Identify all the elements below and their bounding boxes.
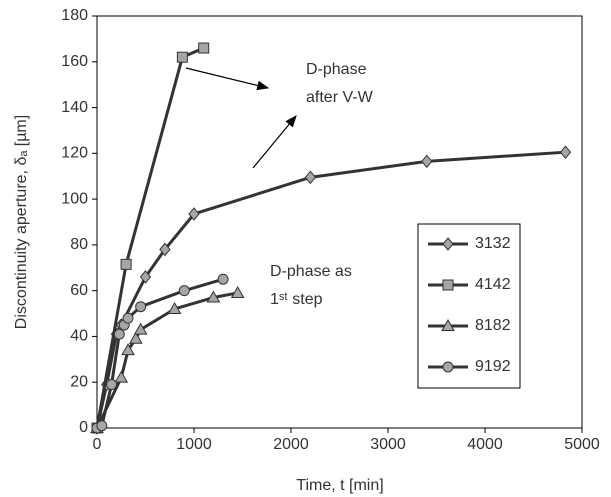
- marker: [139, 270, 152, 284]
- marker: [206, 290, 221, 303]
- legend-box: [417, 223, 521, 389]
- x-tick-label: 2000: [273, 436, 309, 453]
- y-tick-label: 20: [70, 373, 88, 390]
- arrow: [185, 67, 270, 91]
- marker: [114, 370, 129, 383]
- legend-marker: [442, 237, 454, 251]
- marker: [133, 322, 148, 335]
- y-axis-label: Discontinuity aperture, δₐ [µm]: [13, 115, 30, 329]
- y-tick-label: 0: [79, 419, 88, 436]
- y-tick-label: 160: [61, 53, 88, 70]
- marker: [304, 170, 317, 185]
- x-tick-label: 5000: [564, 436, 600, 453]
- legend-marker: [442, 279, 454, 291]
- annotation: after V-W: [306, 89, 374, 106]
- x-tick-label: 1000: [176, 436, 212, 453]
- legend-label: 8182: [475, 317, 511, 334]
- x-tick-label: 0: [93, 436, 102, 453]
- x-tick-label: 4000: [467, 436, 503, 453]
- series-line: [95, 150, 566, 429]
- x-axis-label: Time, t [min]: [296, 477, 383, 494]
- marker: [120, 258, 132, 270]
- y-tick-label: 40: [70, 328, 88, 345]
- legend-marker: [441, 318, 455, 331]
- marker: [128, 331, 143, 344]
- marker: [230, 285, 245, 298]
- legend-label: 3132: [475, 235, 511, 252]
- plot-frame: [96, 15, 583, 429]
- marker: [178, 285, 190, 297]
- series-line: [95, 46, 205, 429]
- marker: [217, 273, 229, 285]
- marker: [559, 145, 572, 159]
- arrow: [252, 115, 297, 169]
- marker: [122, 312, 134, 324]
- marker: [159, 242, 171, 257]
- y-tick-label: 80: [70, 236, 88, 253]
- marker: [176, 51, 188, 63]
- legend-label: 4142: [475, 276, 511, 293]
- annotation: 1ˢᵗ step: [270, 291, 323, 308]
- y-tick-label: 180: [61, 7, 88, 24]
- legend-marker: [442, 361, 454, 373]
- y-tick-label: 100: [61, 190, 88, 207]
- y-tick-label: 120: [61, 145, 88, 162]
- marker: [113, 328, 125, 340]
- marker: [135, 301, 147, 313]
- annotation: D-phase as: [270, 263, 352, 280]
- y-tick-label: 60: [70, 282, 88, 299]
- marker: [188, 207, 200, 221]
- y-tick-label: 140: [61, 99, 88, 116]
- legend-label: 9192: [475, 358, 511, 375]
- marker: [198, 42, 210, 54]
- marker: [106, 379, 118, 391]
- x-tick-label: 3000: [370, 436, 406, 453]
- marker: [421, 154, 433, 169]
- marker: [167, 301, 182, 314]
- marker: [121, 343, 135, 356]
- annotation: D-phase: [306, 61, 367, 78]
- marker: [96, 420, 108, 432]
